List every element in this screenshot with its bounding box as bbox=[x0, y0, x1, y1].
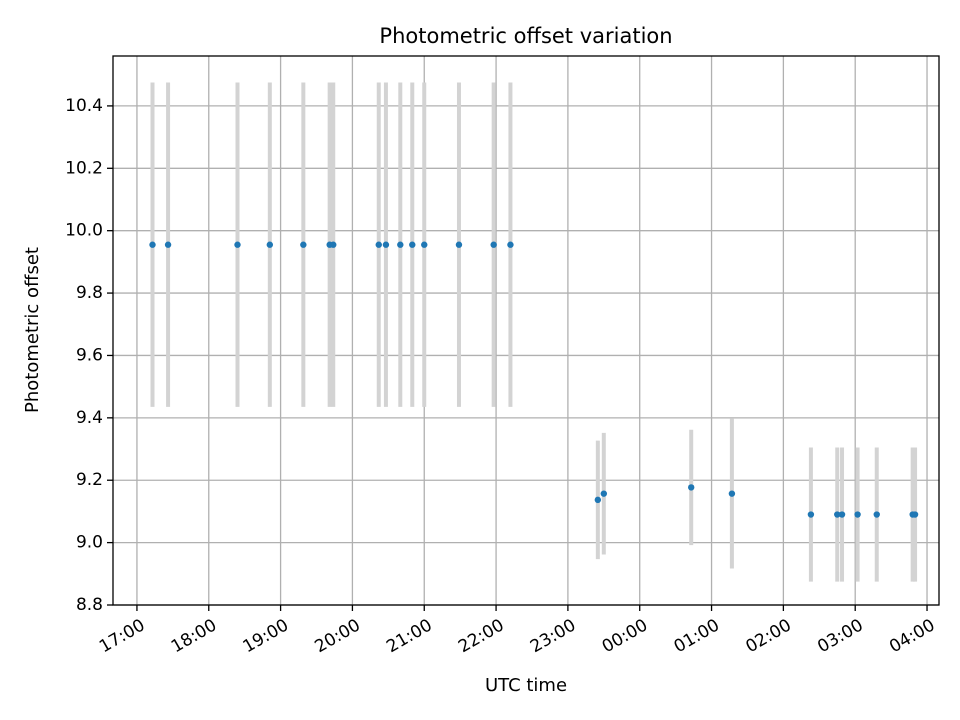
data-point bbox=[854, 511, 861, 518]
data-point bbox=[600, 490, 608, 497]
y-tick-label: 9.6 bbox=[76, 345, 103, 365]
data-point bbox=[838, 511, 846, 518]
data-point bbox=[409, 241, 416, 248]
data-points bbox=[149, 241, 919, 518]
chart-title: Photometric offset variation bbox=[379, 24, 672, 48]
data-point bbox=[688, 484, 695, 491]
data-point bbox=[375, 241, 382, 248]
data-point bbox=[594, 496, 602, 504]
data-point bbox=[234, 241, 241, 248]
y-tick-label: 10.0 bbox=[65, 221, 103, 241]
data-point bbox=[421, 241, 428, 248]
plot-frame bbox=[112, 55, 940, 606]
y-tick-label: 9.8 bbox=[76, 283, 103, 303]
y-tick-label: 9.0 bbox=[76, 533, 103, 553]
data-point bbox=[728, 490, 736, 497]
y-tick-label: 9.2 bbox=[76, 470, 103, 490]
data-point bbox=[300, 241, 307, 248]
data-point bbox=[911, 511, 919, 518]
data-point bbox=[834, 511, 841, 518]
data-point bbox=[507, 241, 514, 248]
data-point bbox=[807, 511, 815, 518]
data-point bbox=[149, 241, 156, 248]
y-tick-label: 8.8 bbox=[76, 595, 103, 615]
data-point bbox=[873, 511, 880, 518]
x-axis-label: UTC time bbox=[485, 675, 567, 696]
y-tick-label: 10.4 bbox=[65, 96, 103, 116]
y-tick-label: 10.2 bbox=[65, 158, 103, 178]
data-point bbox=[397, 241, 404, 248]
data-point bbox=[382, 241, 390, 248]
y-axis-label: Photometric offset bbox=[22, 247, 43, 413]
data-point bbox=[455, 241, 463, 248]
data-point bbox=[164, 241, 172, 248]
grid bbox=[113, 56, 939, 606]
data-point bbox=[490, 241, 497, 248]
y-axis-ticks: 8.8 9.0 9.2 9.4 9.6 9.8 10.0 10.2 10.4 bbox=[65, 96, 113, 615]
data-point bbox=[330, 241, 337, 248]
y-tick-label: 9.4 bbox=[76, 408, 103, 428]
plot-area bbox=[113, 56, 939, 605]
data-point bbox=[266, 241, 274, 248]
